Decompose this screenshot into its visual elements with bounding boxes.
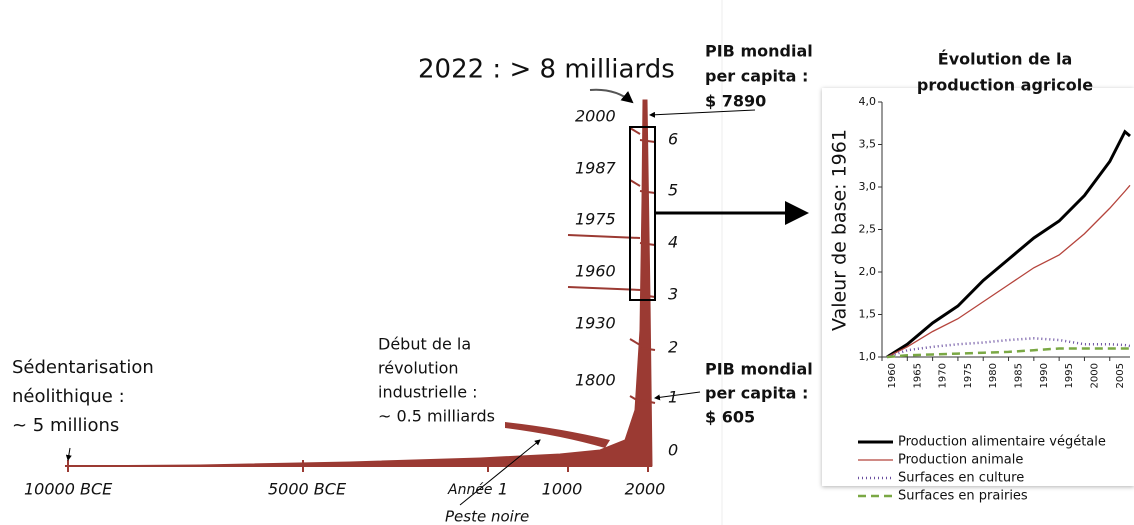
- year-label: 1987: [575, 159, 617, 178]
- legend-label: Production alimentaire végétale: [898, 435, 1106, 450]
- year-label: 1930: [575, 314, 616, 333]
- series-line: [886, 184, 1131, 358]
- x-label: Année: [447, 482, 493, 498]
- arrow: [459, 439, 541, 506]
- arrow: [654, 391, 701, 401]
- x-tick-label: 1980: [988, 363, 999, 388]
- chart-title: production agricole: [917, 76, 1093, 95]
- x-tick-label: 1990: [1039, 363, 1050, 388]
- x-tick-label: 1975: [963, 363, 974, 388]
- annotation: PIB mondial: [705, 360, 813, 379]
- arrow: [65, 447, 72, 461]
- arrow: [649, 109, 756, 118]
- annotation: per capita :: [705, 67, 808, 86]
- x-tick-label: 2000: [1089, 363, 1100, 388]
- y-axis-label: Valeur de base: 1961: [829, 129, 851, 331]
- series-line: [886, 347, 1130, 359]
- arrow: [589, 88, 634, 104]
- y-tick-label: 2,0: [859, 265, 877, 278]
- annotation: Sédentarisation: [12, 357, 154, 378]
- annotation: révolution: [378, 359, 459, 378]
- x-label: 2000: [625, 480, 666, 499]
- annotation: Peste noire: [445, 508, 529, 525]
- x-label: 1000: [542, 480, 583, 499]
- legend-label: Surfaces en prairies: [898, 489, 1028, 504]
- year-label: 2000: [575, 107, 616, 126]
- annotation: PIB mondial: [705, 42, 813, 61]
- x-label: 5000 BCE: [268, 480, 347, 499]
- y-tick-label: 3,5: [859, 138, 877, 151]
- headline: 2022 : > 8 milliards: [418, 55, 675, 85]
- y-tick-label: 4,0: [859, 95, 877, 108]
- y-label: 0: [668, 441, 678, 460]
- x-tick-label: 1960: [887, 363, 898, 388]
- y-tick-label: 2,5: [859, 223, 877, 236]
- annotation: Début de la: [378, 335, 471, 354]
- annotation: per capita :: [705, 384, 808, 403]
- line-chart: 1,0 1,5 2,0 2,5 3,0 3,5 4,0 1960 1965 1970 1975 198…: [858, 95, 1131, 504]
- annotation: industrielle :: [378, 383, 478, 402]
- legend-label: Production animale: [898, 453, 1023, 468]
- x-tick-label: 1985: [1014, 363, 1025, 388]
- year-label: 1960: [575, 262, 616, 281]
- x-tick-label: 1970: [938, 363, 949, 388]
- y-tick-label: 1,5: [859, 308, 877, 321]
- y-label: 6: [668, 130, 678, 149]
- population-labels: Sédentarisation néolithique : ~ 5 millions…: [12, 42, 813, 525]
- y-label: 4: [668, 233, 678, 252]
- y-label: 2: [668, 338, 678, 357]
- x-tick-label: 1965: [912, 363, 923, 388]
- legend-label: Surfaces en culture: [898, 471, 1024, 486]
- x-label: 10000 BCE: [24, 480, 113, 499]
- year-label: 1975: [575, 210, 616, 229]
- y-tick-label: 3,0: [859, 180, 877, 193]
- annotation: $ 605: [705, 408, 755, 427]
- y-label: 5: [668, 181, 678, 200]
- y-label: 1: [668, 388, 678, 407]
- series-line: [886, 129, 1131, 359]
- y-tick-label: 1,0: [859, 350, 877, 363]
- annotation: ~ 5 millions: [12, 415, 119, 436]
- annotation: $ 7890: [705, 92, 766, 111]
- x-label: 1: [498, 480, 508, 499]
- x-tick-label: 1995: [1064, 363, 1075, 388]
- year-label: 1800: [575, 371, 616, 390]
- y-label: 3: [668, 285, 678, 304]
- chart-title: Évolution de la: [938, 50, 1072, 69]
- annotation: ~ 0.5 milliards: [378, 407, 495, 426]
- x-tick-label: 2005: [1115, 363, 1126, 388]
- annotation: néolithique :: [12, 386, 125, 407]
- population-curve: [64, 99, 656, 472]
